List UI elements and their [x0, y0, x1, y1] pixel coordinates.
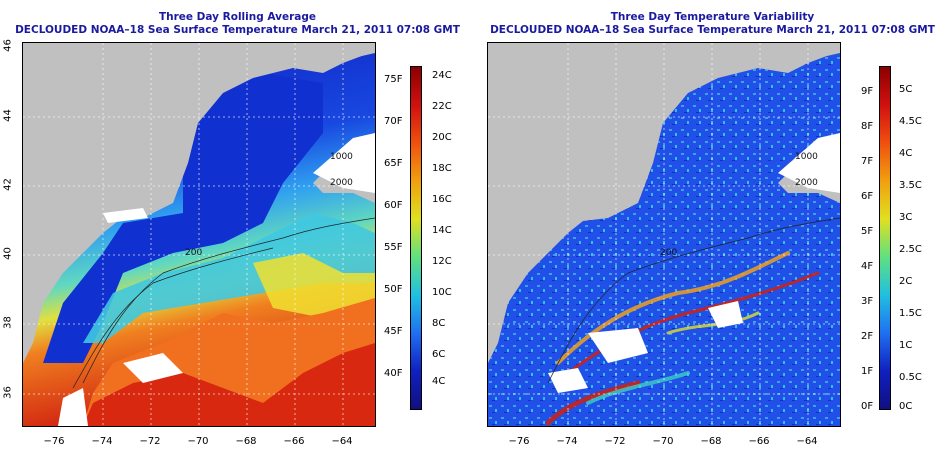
gulf-stream-core	[83, 343, 375, 426]
x-tick: −70	[652, 436, 674, 447]
x-tick: −70	[187, 436, 209, 447]
colorbar-label-c: 3C	[899, 212, 913, 223]
colorbar-label-f: 7F	[861, 156, 874, 167]
cloud-mask	[123, 353, 183, 383]
colorbar-label-f: 0F	[861, 401, 874, 412]
x-tick: −66	[748, 436, 770, 447]
left-sst-map	[23, 43, 375, 426]
x-tick: −72	[604, 436, 626, 447]
colorbar-label-c: 6C	[432, 349, 446, 360]
y-tick: 46	[2, 39, 14, 52]
colorbar-label-c: 4C	[432, 376, 446, 387]
x-tick: −74	[91, 436, 113, 447]
colorbar-label-c: 1.5C	[899, 308, 922, 319]
colorbar-label-f: 65F	[384, 158, 403, 169]
cold-shelf-water	[43, 73, 323, 363]
colorbar-label-c: 22C	[432, 101, 452, 112]
colorbar-label-f: 45F	[384, 326, 403, 337]
colorbar-label-f: 60F	[384, 200, 403, 211]
x-tick: −68	[235, 436, 257, 447]
cloud-mask	[103, 208, 148, 223]
colorbar-label-f: 55F	[384, 242, 403, 253]
x-tick: −68	[700, 436, 722, 447]
right-map-panel: Three Day Temperature Variability DECLOU…	[475, 0, 950, 475]
contour-label: 200	[660, 248, 678, 258]
colorbar-label-c: 0.5C	[899, 372, 922, 383]
colorbar-label-c: 12C	[432, 256, 452, 267]
x-tick: −64	[331, 436, 353, 447]
right-map	[487, 42, 841, 427]
x-tick: −64	[796, 436, 818, 447]
cloud-mask	[588, 328, 648, 363]
right-title: Three Day Temperature Variability	[610, 11, 815, 23]
left-title: Three Day Rolling Average	[158, 11, 317, 23]
colorbar-label-c: 0C	[899, 401, 913, 412]
y-tick: 42	[2, 178, 14, 191]
cloud-mask	[548, 368, 588, 393]
colorbar-label-c: 14C	[432, 225, 452, 236]
cloud-mask	[58, 388, 88, 426]
colorbar-label-c: 8C	[432, 318, 446, 329]
colorbar-label-f: 1F	[861, 366, 874, 377]
x-tick: −66	[283, 436, 305, 447]
colorbar-label-f: 40F	[384, 368, 403, 379]
colorbar-label-c: 5C	[899, 84, 913, 95]
y-tick: 36	[2, 386, 14, 399]
colorbar-label-f: 50F	[384, 284, 403, 295]
left-subtitle: DECLOUDED NOAA–18 Sea Surface Temperatur…	[15, 24, 460, 36]
colorbar-label-c: 2.5C	[899, 244, 922, 255]
x-tick: −72	[139, 436, 161, 447]
y-tick: 40	[2, 247, 14, 260]
colorbar-label-c: 4.5C	[899, 116, 922, 127]
colorbar-label-f: 70F	[384, 116, 403, 127]
colorbar-label-f: 8F	[861, 121, 874, 132]
cloud-mask	[778, 133, 840, 193]
left-map-panel: Three Day Rolling Average DECLOUDED NOAA…	[2, 11, 460, 447]
cloud-mask	[708, 301, 743, 328]
x-tick: −74	[556, 436, 578, 447]
slope-water	[83, 213, 375, 343]
warm-eddy	[253, 253, 375, 318]
colorbar-label-f: 5F	[861, 226, 874, 237]
colorbar-label-c: 20C	[432, 132, 452, 143]
contour-label: 200	[185, 248, 203, 258]
colorbar-label-c: 18C	[432, 163, 452, 174]
land-mass	[488, 43, 840, 363]
colorbar-label-c: 3.5C	[899, 180, 922, 191]
colorbar-label-f: 9F	[861, 86, 874, 97]
contour-label: 2000	[795, 178, 818, 188]
left-colorbar	[410, 66, 422, 410]
colorbar-label-f: 6F	[861, 191, 874, 202]
y-tick: 38	[2, 316, 14, 329]
colorbar-label-f: 2F	[861, 331, 874, 342]
colorbar-label-f: 75F	[384, 74, 403, 85]
contour-label: 1000	[795, 152, 818, 162]
x-tick: −76	[508, 436, 530, 447]
contour-label: 1000	[330, 152, 353, 162]
y-tick: 44	[2, 109, 14, 122]
right-variability-map	[488, 43, 840, 426]
colorbar-label-c: 4C	[899, 148, 913, 159]
right-colorbar	[879, 66, 891, 410]
contour-label: 2000	[330, 178, 353, 188]
colorbar-label-f: 4F	[861, 261, 874, 272]
colorbar-label-c: 24C	[432, 70, 452, 81]
cloud-mask	[313, 133, 375, 193]
colorbar-label-c: 1C	[899, 340, 913, 351]
colorbar-label-c: 16C	[432, 194, 452, 205]
colorbar-label-c: 2C	[899, 276, 913, 287]
right-subtitle: DECLOUDED NOAA–18 Sea Surface Temperatur…	[490, 24, 935, 36]
left-map	[22, 42, 376, 427]
land-mass	[23, 43, 375, 363]
colorbar-label-f: 3F	[861, 296, 874, 307]
x-tick: −76	[43, 436, 65, 447]
colorbar-label-c: 10C	[432, 287, 452, 298]
